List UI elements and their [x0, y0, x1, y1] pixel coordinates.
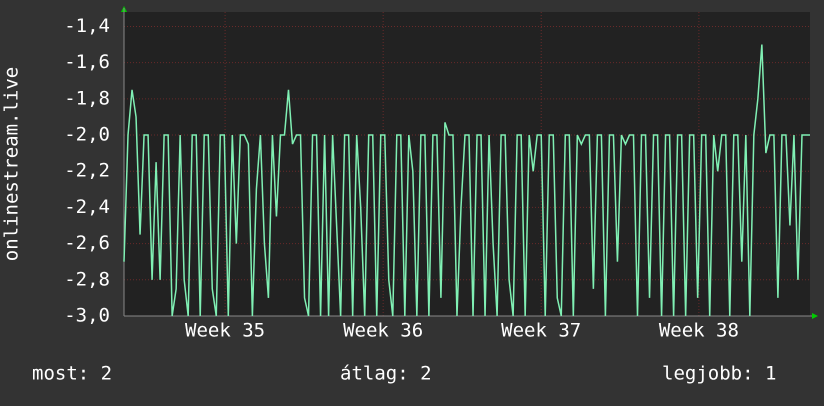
y-tick-label: -1,6 — [64, 51, 110, 73]
axis-arrow — [812, 313, 818, 319]
y-tick-label: -3,0 — [64, 305, 110, 327]
footer-current: most: 2 — [32, 363, 112, 385]
y-tick-label: -1,4 — [64, 15, 110, 37]
y-tick-label: -2,8 — [64, 268, 110, 290]
x-tick-label: Week 36 — [343, 320, 423, 342]
y-axis-label: onlinestream.live — [1, 67, 23, 261]
footer-best: legjobb: 1 — [662, 363, 776, 385]
x-tick-label: Week 35 — [185, 320, 265, 342]
y-tick-label: -2,6 — [64, 232, 110, 254]
y-tick-label: -1,8 — [64, 87, 110, 109]
y-tick-label: -2,0 — [64, 124, 110, 146]
footer-average: átlag: 2 — [340, 363, 432, 385]
data-line — [123, 44, 810, 317]
y-tick-label: -2,2 — [64, 160, 110, 182]
x-tick-label: Week 38 — [659, 320, 739, 342]
x-tick-label: Week 37 — [501, 320, 581, 342]
y-tick-label: -2,4 — [64, 196, 110, 218]
